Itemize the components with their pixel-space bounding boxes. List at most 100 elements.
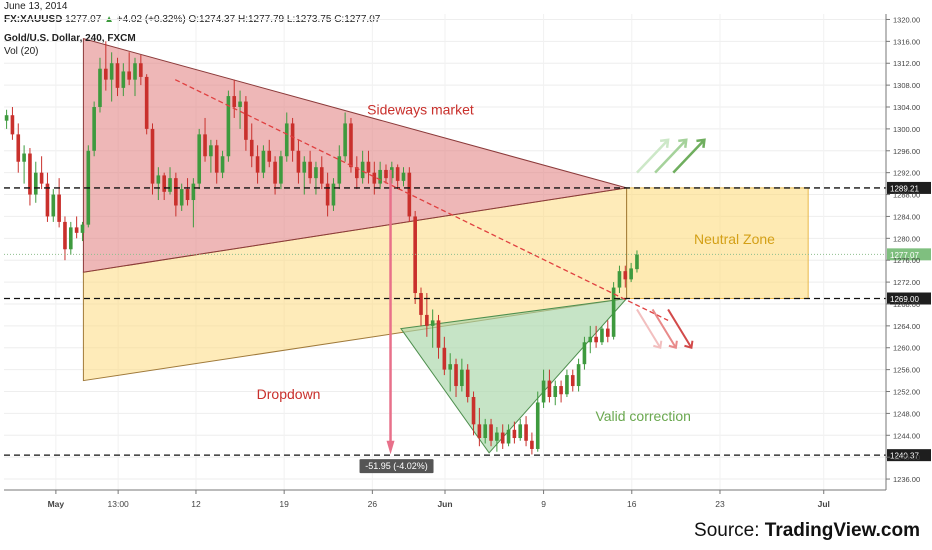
candle	[413, 210, 417, 304]
candle-body	[220, 156, 225, 173]
candle-body	[559, 386, 563, 395]
candle-body	[366, 161, 371, 173]
breakout-arrow-icon	[636, 138, 670, 174]
candle	[16, 123, 21, 173]
candle-body	[384, 169, 388, 179]
price-tick-label: 1268.00	[893, 300, 920, 309]
price-tick-label: 1244.00	[893, 431, 920, 440]
candle-body	[495, 432, 499, 441]
candle-body	[51, 194, 56, 217]
candle-body	[109, 63, 114, 80]
candle-body	[553, 386, 558, 397]
candle	[366, 150, 371, 184]
candle	[80, 221, 85, 242]
candle-body	[284, 123, 289, 157]
candle-body	[115, 63, 120, 88]
candle	[133, 57, 137, 97]
candle-body	[80, 224, 85, 233]
price-tick-label: 1284.00	[893, 212, 920, 221]
candle-body	[337, 156, 342, 184]
price-tick-label: 1292.00	[893, 169, 920, 178]
sideways-triangle	[82, 37, 627, 273]
breakout-arrowhead-icon	[659, 138, 670, 148]
price-tick-label: 1288.00	[893, 191, 920, 200]
chart-overlay: 1289.21 1269.00 1240.37 1277.07 -51.95 (-4.0…	[4, 79, 931, 474]
candle	[436, 314, 441, 359]
candle-body	[617, 271, 622, 288]
candle-body	[156, 175, 161, 184]
price-tick-label: 1276.00	[893, 256, 920, 265]
candle-body	[378, 169, 382, 184]
candle	[92, 101, 96, 157]
candle-body	[512, 429, 517, 439]
price-tick-label: 1260.00	[893, 344, 920, 353]
price-level-tag	[887, 181, 931, 194]
breakout-arrow-icon	[672, 138, 706, 174]
candle-body	[238, 101, 242, 108]
price-level-label: 1269.00	[890, 295, 919, 304]
time-tick-label: 26	[368, 499, 378, 509]
candle	[518, 418, 523, 441]
annotation-neutral-zone: Neutral Zone	[694, 231, 775, 247]
candle-body	[436, 320, 441, 348]
candle-body	[331, 183, 336, 206]
candle-body	[92, 107, 96, 151]
candle	[430, 309, 435, 348]
downtrend-line	[174, 79, 669, 321]
price-level-tag	[887, 449, 931, 462]
candle-body	[629, 268, 633, 280]
candle	[360, 150, 365, 184]
candle-body	[28, 153, 32, 195]
candle-body	[454, 364, 458, 387]
candle	[185, 178, 190, 206]
source-prefix: Source:	[694, 520, 765, 541]
candle-body	[611, 287, 616, 337]
candle	[238, 90, 242, 129]
candle	[261, 145, 266, 179]
price-tick-label: 1300.00	[893, 125, 920, 134]
price-tick-label: 1264.00	[893, 322, 920, 331]
candle-body	[168, 178, 172, 192]
candle	[471, 391, 476, 436]
candle	[191, 178, 196, 228]
breakout-arrowhead-icon	[678, 138, 688, 148]
candle-body	[10, 115, 15, 135]
candle-body	[600, 328, 604, 343]
candle-body	[325, 183, 330, 206]
candle	[74, 216, 79, 239]
candle	[203, 117, 207, 162]
candle-body	[576, 364, 581, 387]
candle-body	[255, 156, 260, 173]
candle-body	[133, 63, 137, 80]
time-tick-label: 12	[191, 499, 201, 509]
time-tick-label: 23	[715, 499, 725, 509]
candle	[10, 107, 15, 140]
candle	[343, 112, 347, 162]
candle-body	[4, 115, 9, 121]
instrument-title: Gold/U.S. Dollar, 240, FXCM	[4, 33, 136, 44]
candle	[623, 265, 628, 288]
candle	[559, 380, 563, 403]
time-tick-label: May	[48, 499, 65, 509]
candle	[39, 156, 44, 190]
candle-body	[197, 134, 202, 184]
candle	[489, 418, 493, 447]
candle	[541, 369, 546, 408]
candle-body	[139, 63, 143, 77]
candle-body	[419, 293, 423, 315]
price-tick-label: 1240.00	[893, 453, 920, 462]
candle-body	[460, 369, 464, 387]
candle	[109, 52, 114, 102]
breakdown-arrow-icon	[651, 308, 677, 349]
candle-body	[343, 123, 347, 157]
candle-body	[127, 71, 131, 80]
candle	[605, 320, 610, 343]
dropdown-measure-box	[359, 459, 434, 474]
candle	[150, 123, 155, 195]
candle	[395, 164, 400, 190]
price-tick-label: 1248.00	[893, 409, 920, 418]
candle	[45, 172, 50, 222]
candle	[337, 145, 342, 190]
candle-body	[401, 172, 406, 181]
